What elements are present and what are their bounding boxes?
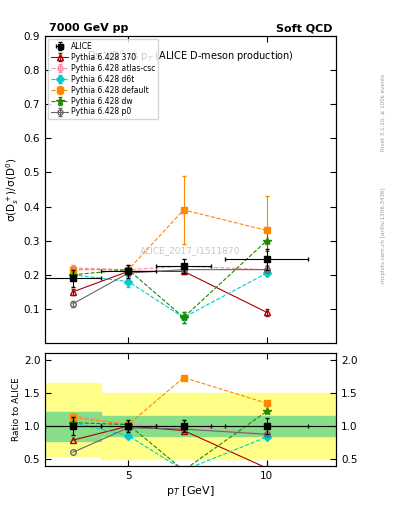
Y-axis label: σ(D$_s^+$)/σ(D$^0$): σ(D$_s^+$)/σ(D$^0$) [4,157,21,222]
Legend: ALICE, Pythia 6.428 370, Pythia 6.428 atlas-csc, Pythia 6.428 d6t, Pythia 6.428 : ALICE, Pythia 6.428 370, Pythia 6.428 at… [48,39,158,119]
Text: ALICE_2017_I1511870: ALICE_2017_I1511870 [140,246,241,255]
Text: mcplots.cern.ch [arXiv:1306.3436]: mcplots.cern.ch [arXiv:1306.3436] [381,188,386,283]
Text: 7000 GeV pp: 7000 GeV pp [49,23,129,33]
Y-axis label: Ratio to ALICE: Ratio to ALICE [12,378,21,441]
X-axis label: p$_T$ [GeV]: p$_T$ [GeV] [166,483,215,498]
Text: Soft QCD: Soft QCD [275,23,332,33]
Text: Ds$^+$/D$^0$ vs p$_T$ (ALICE D-meson production): Ds$^+$/D$^0$ vs p$_T$ (ALICE D-meson pro… [87,48,294,64]
Text: Rivet 3.1.10, ≥ 100k events: Rivet 3.1.10, ≥ 100k events [381,74,386,151]
